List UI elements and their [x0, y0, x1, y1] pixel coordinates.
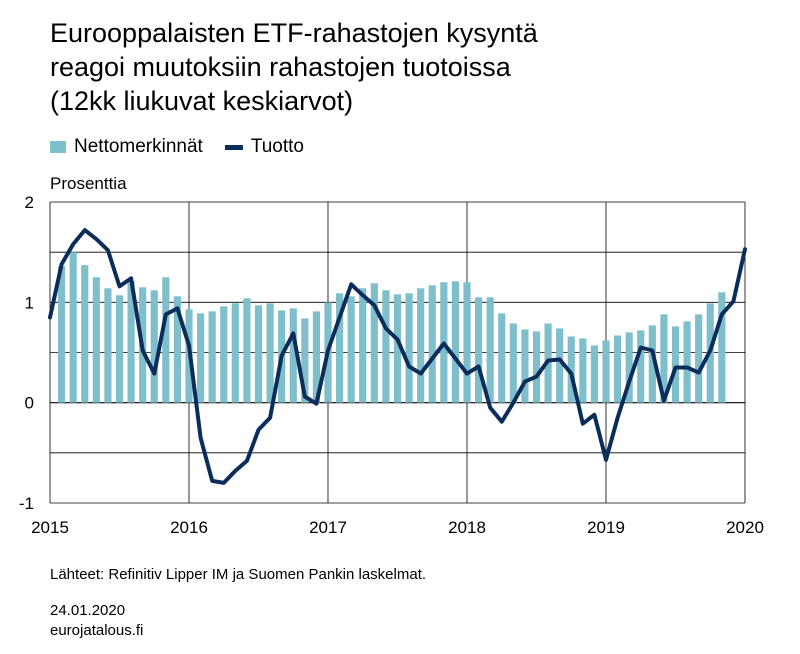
- bar: [521, 329, 529, 403]
- bar: [671, 326, 680, 403]
- bar: [231, 303, 239, 403]
- bar: [625, 332, 633, 403]
- bar: [463, 282, 471, 403]
- x-tick-label: 2015: [31, 518, 69, 537]
- chart-title-line: reagoi muutoksiin rahastojen tuotoissa: [50, 52, 511, 82]
- bar: [289, 308, 297, 403]
- bar: [81, 265, 89, 403]
- chart-title-line: (12kk liukuvat keskiarvot): [50, 86, 354, 116]
- bar: [208, 311, 216, 403]
- bar: [266, 303, 274, 403]
- series-line-tuotto: [48, 228, 747, 485]
- y-axis-unit-label: Prosenttia: [50, 174, 127, 193]
- bar: [486, 297, 494, 403]
- bar: [498, 313, 506, 403]
- chart-title-line: Eurooppalaisten ETF-rahastojen kysyntä: [50, 18, 538, 48]
- bar: [660, 314, 668, 403]
- bar: [451, 281, 460, 403]
- bar: [347, 296, 355, 403]
- legend-item-bars: Nettomerkinnät: [50, 136, 203, 158]
- legend-label-bars: Nettomerkinnät: [74, 136, 203, 157]
- bar: [695, 314, 703, 403]
- y-tick-label: -1: [19, 494, 34, 513]
- bar: [474, 297, 483, 403]
- bar: [428, 285, 436, 403]
- legend-swatch-line: [224, 144, 243, 150]
- bar: [590, 345, 599, 403]
- legend-label-line: Tuotto: [250, 136, 305, 157]
- bar: [104, 288, 112, 403]
- bar: [417, 288, 425, 403]
- bar: [150, 290, 158, 403]
- site-name: eurojatalous.fi: [50, 622, 144, 639]
- x-tick-label: 2017: [309, 518, 347, 537]
- bar: [312, 311, 321, 403]
- axis-layer: -1 0 1 2 2015 2016 2017 2018 2019 2020: [19, 193, 764, 537]
- bar: [243, 298, 251, 403]
- line-layer: [48, 228, 747, 485]
- bar: [382, 290, 390, 403]
- bar: [532, 331, 541, 403]
- bar: [405, 293, 413, 403]
- bar: [718, 292, 726, 403]
- bar: [196, 313, 205, 403]
- bar: [335, 293, 344, 403]
- bar: [509, 323, 517, 403]
- bar: [57, 266, 66, 403]
- bar-layer: [57, 252, 726, 403]
- bar: [254, 305, 263, 403]
- y-tick-label: 0: [25, 394, 34, 413]
- bar: [393, 294, 402, 403]
- bar: [69, 252, 77, 403]
- bar: [173, 296, 182, 403]
- bar: [556, 328, 564, 403]
- x-tick-label: 2020: [726, 518, 764, 537]
- bar: [127, 281, 135, 403]
- x-tick-label: 2019: [587, 518, 625, 537]
- bar: [613, 335, 622, 403]
- bar: [579, 338, 587, 403]
- legend-swatch-bars: [50, 141, 66, 153]
- publication-date: 24.01.2020: [50, 602, 126, 619]
- bar: [648, 325, 656, 403]
- x-tick-label: 2018: [448, 518, 486, 537]
- bar: [301, 318, 309, 403]
- bar: [683, 321, 691, 403]
- y-tick-label: 1: [25, 293, 34, 312]
- legend-item-line: Tuotto: [224, 136, 305, 158]
- chart-title: Eurooppalaisten ETF-rahastojen kysyntä r…: [50, 16, 770, 118]
- bar: [162, 277, 170, 403]
- bar: [220, 306, 228, 403]
- bar: [370, 283, 378, 403]
- x-tick-label: 2016: [170, 518, 208, 537]
- bar: [92, 277, 100, 403]
- chart-legend: Nettomerkinnät Tuotto: [50, 136, 326, 158]
- bar: [359, 288, 367, 403]
- source-note: Lähteet: Refinitiv Lipper IM ja Suomen P…: [50, 566, 427, 583]
- bar: [602, 340, 610, 403]
- bar: [115, 295, 124, 403]
- y-tick-label: 2: [25, 193, 34, 212]
- bar: [567, 336, 575, 403]
- bar: [637, 330, 645, 403]
